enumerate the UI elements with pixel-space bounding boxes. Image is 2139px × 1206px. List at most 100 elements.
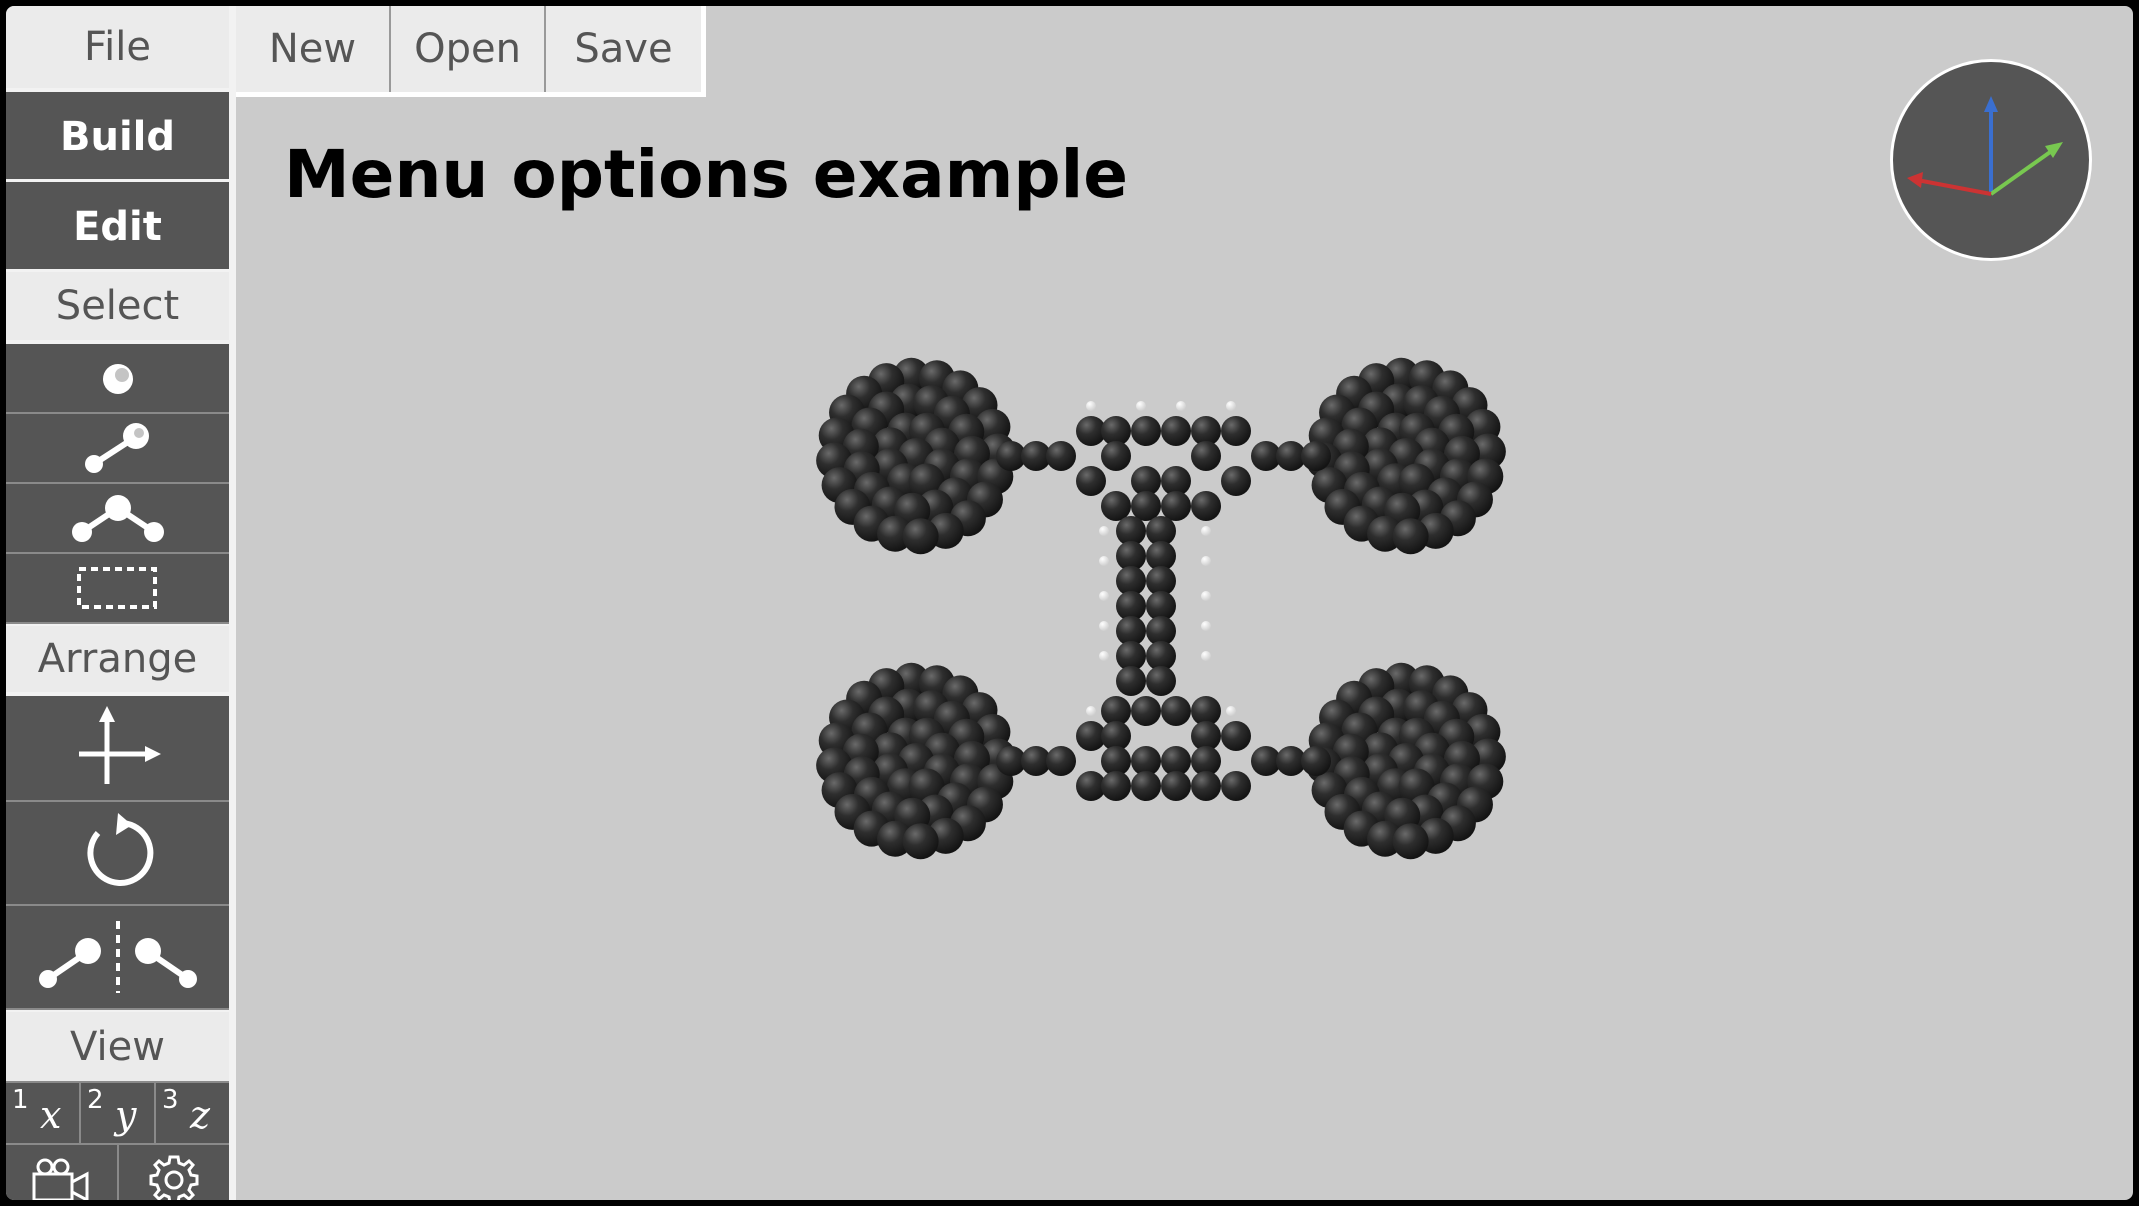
axis-label: x (40, 1093, 62, 1137)
molecule-structure (816, 357, 1506, 860)
atom (1099, 526, 1109, 536)
select-atom-tool[interactable] (6, 346, 229, 414)
atom (1191, 491, 1221, 521)
atom (1146, 566, 1176, 596)
menu-file[interactable]: File (6, 6, 229, 92)
select-angle-tool[interactable] (6, 484, 229, 554)
view-axis-y-button[interactable]: 2 y (81, 1083, 156, 1145)
atom (1101, 491, 1131, 521)
atom (1176, 401, 1186, 411)
atom (1201, 556, 1211, 566)
atom (996, 441, 1026, 471)
atom (1221, 416, 1251, 446)
camera-button[interactable] (6, 1145, 119, 1200)
atom (1101, 441, 1131, 471)
atom (1301, 441, 1331, 471)
atom (1131, 466, 1161, 496)
atom (1201, 651, 1211, 661)
atom (1101, 696, 1131, 726)
atom (1099, 621, 1109, 631)
mirror-tool[interactable] (6, 906, 229, 1010)
atom (902, 518, 939, 555)
atom (1046, 746, 1076, 776)
view-extra-buttons (6, 1143, 230, 1200)
atom (1099, 556, 1109, 566)
atom (1251, 441, 1281, 471)
atom (1116, 541, 1146, 571)
atom (996, 746, 1026, 776)
menu-view[interactable]: View (6, 1010, 229, 1081)
atom (1226, 401, 1236, 411)
atom (1146, 616, 1176, 646)
angle-select-icon (71, 495, 164, 542)
atom (1221, 771, 1251, 801)
atom (1116, 616, 1146, 646)
axis-label: y (115, 1093, 137, 1137)
atom (902, 823, 939, 860)
file-menu-bar: New Open Save (236, 6, 706, 97)
atom (1392, 823, 1429, 860)
atom (1146, 641, 1176, 671)
atom (1116, 566, 1146, 596)
axes-icon (1907, 96, 2063, 196)
atom (1191, 721, 1221, 751)
atom (1201, 526, 1211, 536)
atom (1392, 518, 1429, 555)
atom (1301, 746, 1331, 776)
atom (1161, 771, 1191, 801)
atom (1146, 541, 1176, 571)
axis-orientation-gizmo[interactable] (1890, 59, 2092, 261)
select-bond-tool[interactable] (6, 414, 229, 484)
menu-select[interactable]: Select (6, 272, 229, 344)
atom (1276, 441, 1306, 471)
atom (1116, 516, 1146, 546)
view-axis-z-button[interactable]: 3 z (156, 1083, 229, 1145)
atom (1076, 466, 1106, 496)
new-button[interactable]: New (236, 6, 391, 92)
atom (1116, 591, 1146, 621)
mirror-icon (38, 921, 197, 993)
atom (1221, 466, 1251, 496)
atom (1101, 416, 1131, 446)
atom (1161, 416, 1191, 446)
atom (1146, 591, 1176, 621)
view-axis-x-button[interactable]: 1 x (6, 1083, 81, 1145)
translate-tool[interactable] (6, 698, 229, 802)
atom (1099, 591, 1109, 601)
atom-select-icon (102, 364, 133, 394)
atom (1086, 706, 1096, 716)
mode-build[interactable]: Build (6, 94, 229, 182)
select-box-tool[interactable] (6, 554, 229, 624)
atom (1191, 746, 1221, 776)
molecule-viewport[interactable] (786, 336, 1546, 896)
atom (1131, 416, 1161, 446)
settings-button[interactable] (119, 1145, 230, 1200)
camera-icon (32, 1158, 89, 1200)
atom (1146, 516, 1176, 546)
move-arrows-icon (78, 706, 161, 784)
atom (1276, 746, 1306, 776)
atom (1201, 591, 1211, 601)
bond-select-icon (84, 423, 149, 473)
atom (1191, 771, 1221, 801)
atom (1101, 721, 1131, 751)
atom (1131, 491, 1161, 521)
save-button[interactable]: Save (574, 26, 673, 72)
atom (1191, 441, 1221, 471)
atom (1086, 401, 1096, 411)
axis-label: z (190, 1093, 211, 1137)
atom (1226, 706, 1236, 716)
rotate-icon (86, 813, 153, 886)
menu-arrange[interactable]: Arrange (6, 624, 229, 696)
atom (1116, 641, 1146, 671)
box-select-icon (76, 567, 157, 609)
rotate-tool[interactable] (6, 802, 229, 906)
axis-shortcut-key: 2 (87, 1085, 104, 1115)
atom (1076, 771, 1106, 801)
atom (1131, 746, 1161, 776)
open-button[interactable]: Open (391, 6, 546, 92)
mode-edit[interactable]: Edit (6, 184, 229, 272)
atom (1101, 746, 1131, 776)
atom (1046, 441, 1076, 471)
